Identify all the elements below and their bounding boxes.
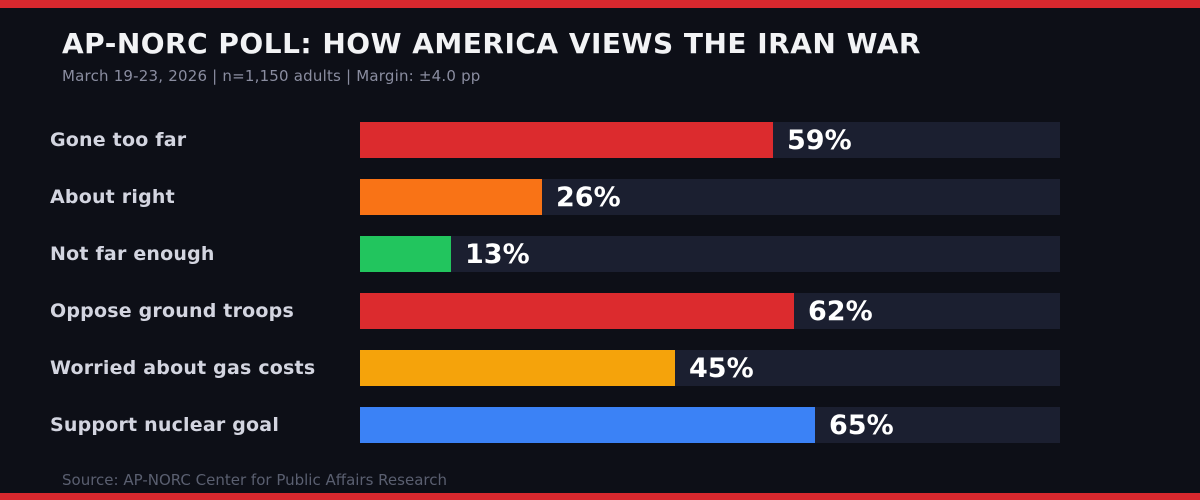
bar-value: 26% [556, 181, 621, 213]
bar-label: Gone too far [50, 129, 187, 151]
bar-track: 65% [360, 407, 1060, 443]
source-note: Source: AP-NORC Center for Public Affair… [62, 471, 447, 489]
chart-footer: Source: AP-NORC Center for Public Affair… [62, 471, 447, 489]
bar-fill [360, 122, 773, 158]
bar-fill [360, 407, 815, 443]
chart-header: AP-NORC POLL: HOW AMERICA VIEWS THE IRAN… [62, 27, 921, 85]
bar-track: 45% [360, 350, 1060, 386]
page-subtitle: March 19-23, 2026 | n=1,150 adults | Mar… [62, 66, 481, 85]
bar-label: Worried about gas costs [50, 357, 316, 379]
bar-row: Worried about gas costs 45% [0, 350, 1200, 386]
bar-track: 26% [360, 179, 1060, 215]
bar-track: 13% [360, 236, 1060, 272]
bar-value: 62% [808, 295, 873, 327]
bar-fill [360, 293, 794, 329]
bar-track: 59% [360, 122, 1060, 158]
bar-fill [360, 236, 451, 272]
bar-row: Support nuclear goal 65% [0, 407, 1200, 443]
bar-fill [360, 350, 675, 386]
bottom-red-stripe [0, 493, 1200, 500]
bar-label: Oppose ground troops [50, 300, 294, 322]
bar-value: 65% [829, 409, 894, 441]
page-title: AP-NORC POLL: HOW AMERICA VIEWS THE IRAN… [62, 27, 921, 60]
bar-value: 59% [787, 124, 852, 156]
bar-row: Not far enough 13% [0, 236, 1200, 272]
bar-row: Oppose ground troops 62% [0, 293, 1200, 329]
top-red-stripe [0, 0, 1200, 8]
bar-track: 62% [360, 293, 1060, 329]
bar-label: About right [50, 186, 175, 208]
bar-label: Not far enough [50, 243, 215, 265]
bar-value: 45% [689, 352, 754, 384]
bar-row: About right 26% [0, 179, 1200, 215]
bar-fill [360, 179, 542, 215]
bar-label: Support nuclear goal [50, 414, 280, 436]
bar-value: 13% [465, 238, 530, 270]
bar-row: Gone too far 59% [0, 122, 1200, 158]
bar-chart: Gone too far 59% About right 26% Not far… [0, 122, 1200, 443]
